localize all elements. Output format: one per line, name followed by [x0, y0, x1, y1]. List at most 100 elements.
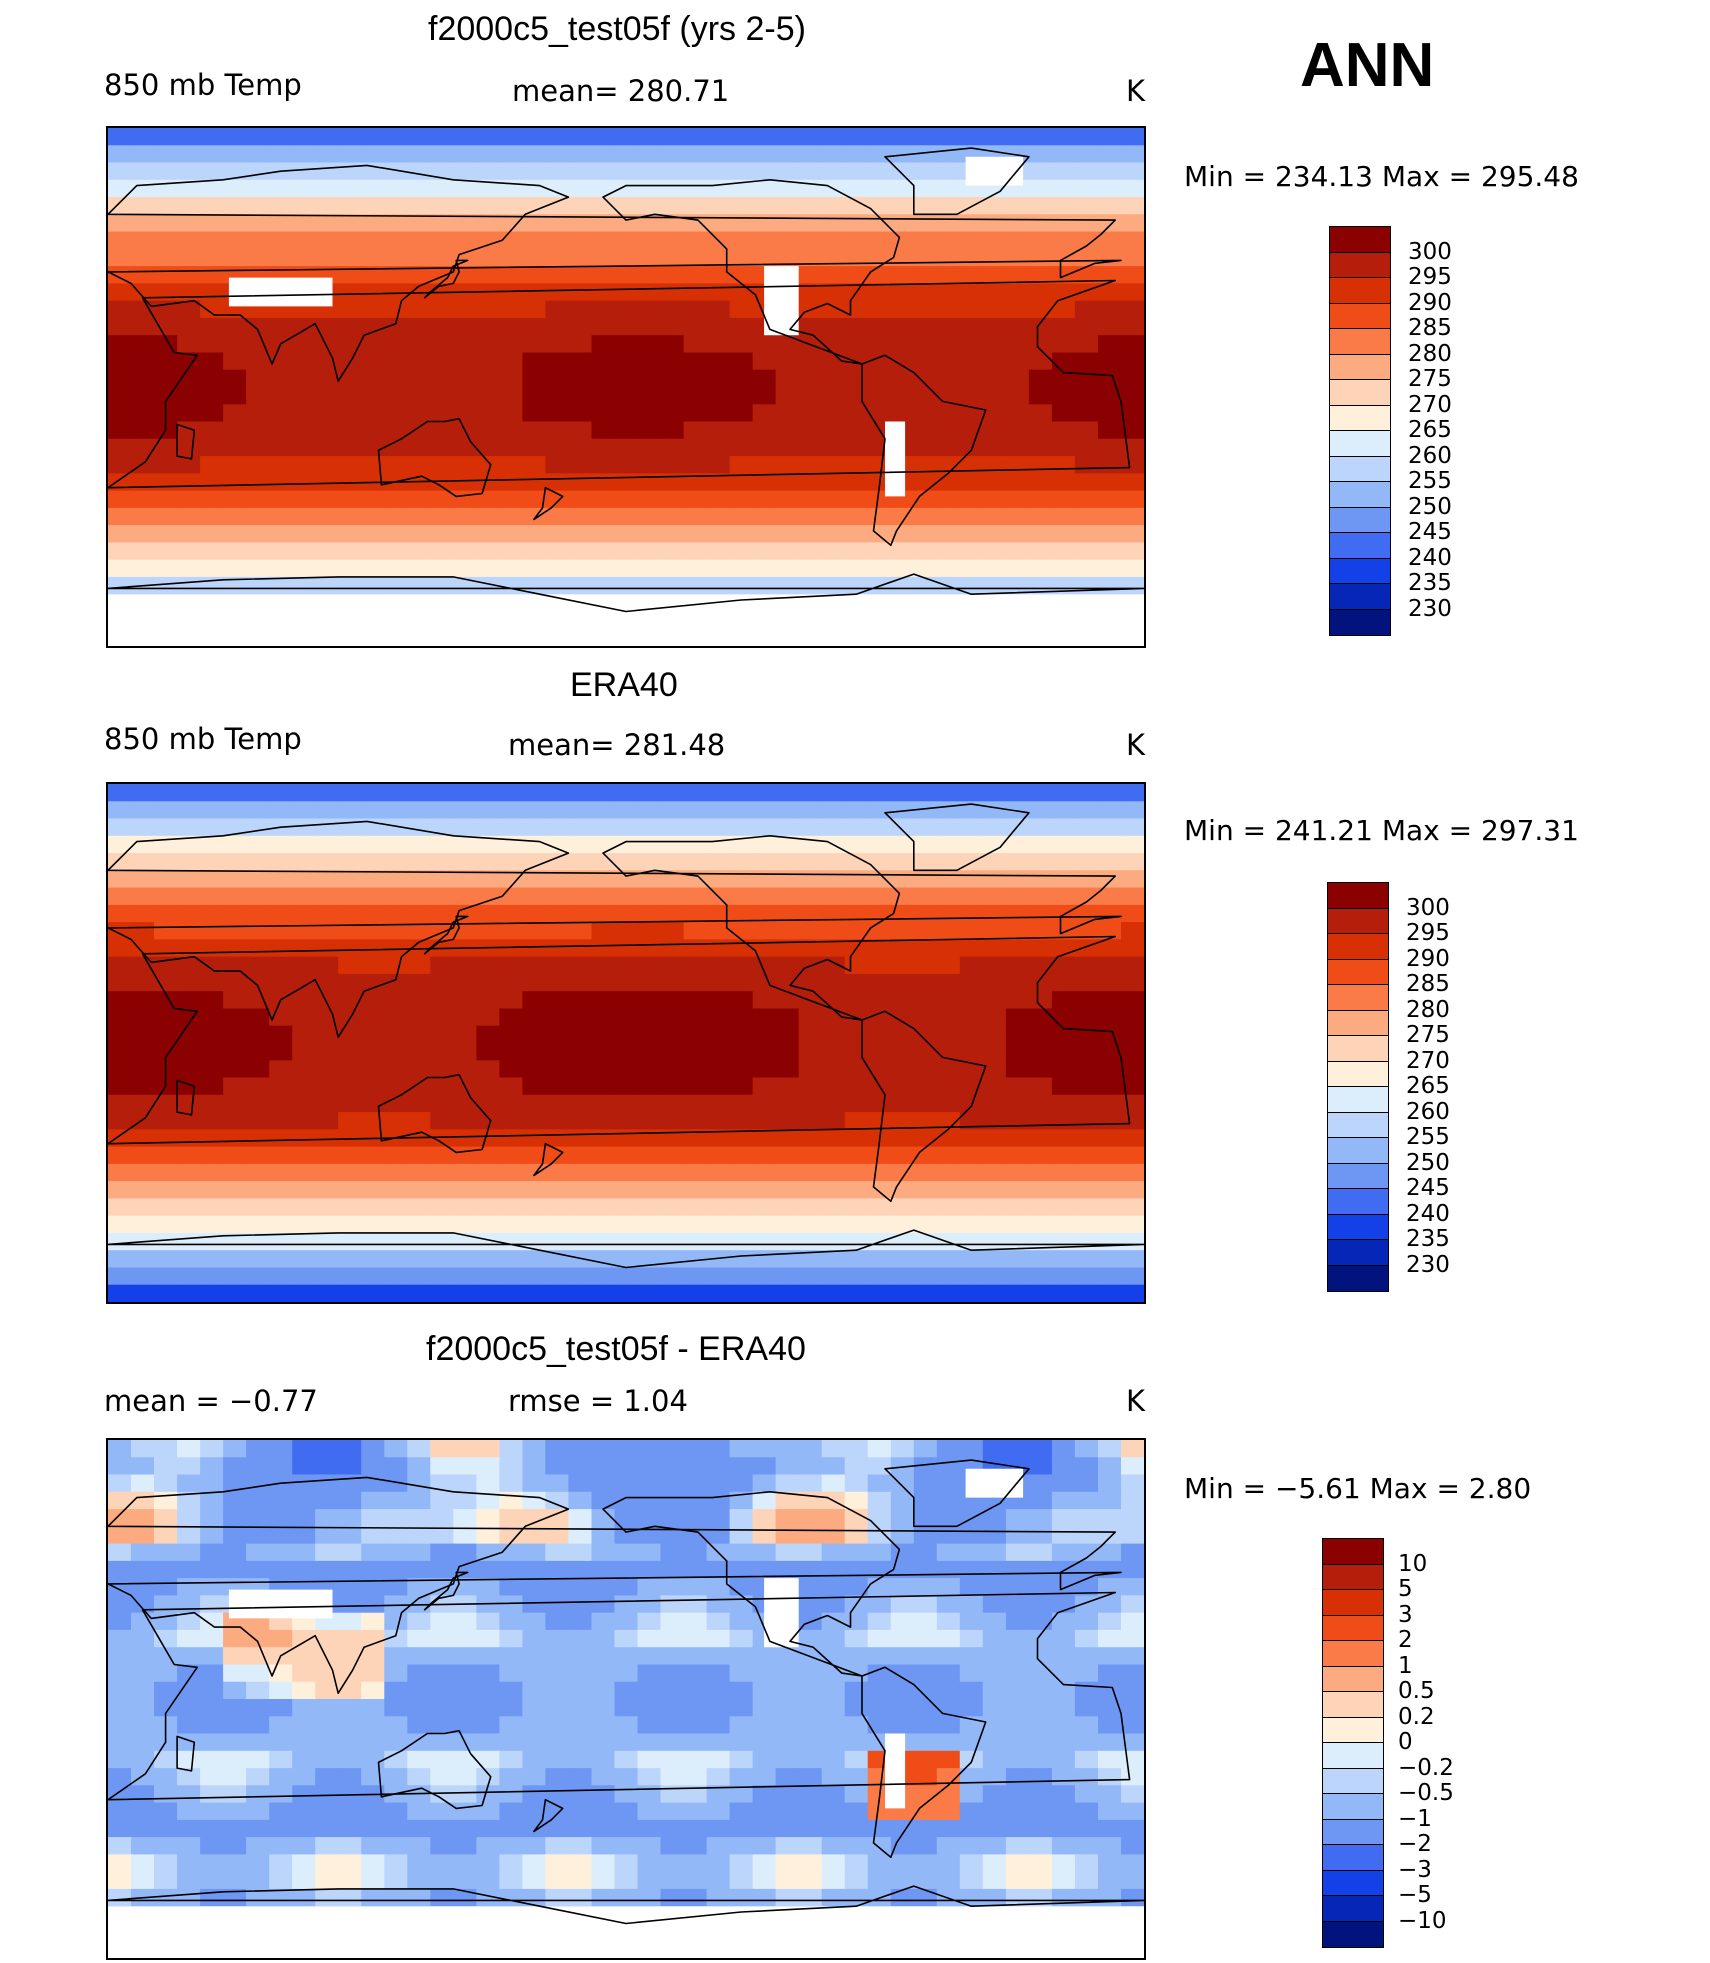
colorbar-level-label: 245 [1406, 1175, 1450, 1201]
colorbar-level-label: −0.5 [1398, 1780, 1454, 1806]
season-label: ANN [1300, 31, 1435, 100]
colorbar-level-label: 260 [1406, 1098, 1450, 1125]
colorbar-cell [1330, 354, 1390, 380]
colorbar-cell [1323, 1641, 1383, 1667]
colorbar-cell [1323, 1717, 1383, 1743]
colorbar-cell [1323, 1590, 1383, 1616]
colorbar-level-label: 265 [1406, 1073, 1450, 1099]
colorbar-level-label: 265 [1408, 417, 1452, 443]
colorbar-cell [1323, 1666, 1383, 1692]
panel-1-colorbar [1329, 226, 1391, 636]
panel-3-colorbar [1322, 1538, 1384, 1948]
colorbar-level-label: 295 [1408, 264, 1452, 290]
panel-2-minmax: Min = 241.21 Max = 297.31 [1184, 814, 1579, 847]
colorbar-cell [1328, 1112, 1388, 1138]
colorbar-level-label: 235 [1406, 1226, 1450, 1252]
panel-3-title: f2000c5_test05f - ERA40 [426, 1330, 806, 1368]
colorbar-level-label: −3 [1398, 1856, 1432, 1883]
colorbar-cell [1330, 431, 1390, 457]
colorbar-cell [1330, 303, 1390, 329]
colorbar-level-label: 245 [1408, 519, 1452, 545]
colorbar-cell [1328, 959, 1388, 985]
colorbar-level-label: 290 [1406, 945, 1450, 972]
colorbar-level-label: 1 [1398, 1652, 1413, 1679]
colorbar-level-label: 240 [1408, 544, 1452, 571]
temperature-field-map-model [108, 128, 1144, 646]
colorbar-level-label: 5 [1398, 1576, 1413, 1602]
colorbar-level-label: 280 [1406, 996, 1450, 1023]
panel-1-minmax: Min = 234.13 Max = 295.48 [1184, 160, 1579, 193]
colorbar-level-label: −0.2 [1398, 1754, 1454, 1781]
colorbar-cell [1323, 1564, 1383, 1590]
colorbar-cell [1330, 558, 1390, 584]
colorbar-cell [1328, 908, 1388, 934]
panel-1-units: K [1126, 74, 1146, 108]
colorbar-cell [1330, 380, 1390, 406]
panel-2-variable: 850 mb Temp [104, 722, 302, 756]
colorbar-cell [1323, 1768, 1383, 1794]
panel-3-mean: mean = −0.77 [104, 1384, 318, 1418]
colorbar-level-label: 300 [1406, 894, 1450, 921]
panel-3-map [106, 1438, 1146, 1960]
colorbar-cell [1323, 1921, 1383, 1947]
colorbar-cell [1328, 985, 1388, 1011]
colorbar-cell [1323, 1870, 1383, 1896]
colorbar-level-label: −5 [1398, 1882, 1432, 1908]
colorbar-level-label: 275 [1408, 366, 1452, 392]
colorbar-level-label: 0.5 [1398, 1678, 1435, 1704]
panel-3-rmse: rmse = 1.04 [508, 1384, 688, 1418]
colorbar-cell [1330, 507, 1390, 533]
colorbar-level-label: 270 [1406, 1047, 1450, 1074]
colorbar-cell [1330, 278, 1390, 304]
colorbar-level-label: 275 [1406, 1022, 1450, 1048]
colorbar-level-label: −1 [1398, 1805, 1432, 1832]
colorbar-level-label: 235 [1408, 570, 1452, 596]
colorbar-cell [1323, 1819, 1383, 1845]
panel-3-units: K [1126, 1384, 1146, 1418]
colorbar-cell [1328, 1214, 1388, 1240]
colorbar-level-label: 250 [1406, 1149, 1450, 1176]
colorbar-level-label: 230 [1406, 1251, 1450, 1278]
colorbar-cell [1328, 1265, 1388, 1291]
colorbar-level-label: 0.2 [1398, 1703, 1435, 1730]
colorbar-level-label: 270 [1408, 391, 1452, 418]
panel-3-minmax: Min = −5.61 Max = 2.80 [1184, 1472, 1532, 1505]
colorbar-cell [1323, 1845, 1383, 1871]
panel-1-mean: mean= 280.71 [512, 74, 730, 108]
panel-1-map [106, 126, 1146, 648]
colorbar-cell [1330, 533, 1390, 559]
colorbar-cell [1328, 1087, 1388, 1113]
colorbar-cell [1323, 1692, 1383, 1718]
colorbar-level-label: 240 [1406, 1200, 1450, 1227]
colorbar-cell [1328, 1138, 1388, 1164]
colorbar-level-label: 230 [1408, 595, 1452, 622]
colorbar-cell [1328, 1163, 1388, 1189]
colorbar-level-label: 290 [1408, 289, 1452, 316]
colorbar-level-label: 295 [1406, 920, 1450, 946]
colorbar-level-label: 255 [1408, 468, 1452, 494]
colorbar-level-label: 285 [1406, 971, 1450, 997]
colorbar-level-label: 3 [1398, 1601, 1413, 1628]
colorbar-level-label: 285 [1408, 315, 1452, 341]
panel-2-units: K [1126, 728, 1146, 762]
colorbar-cell [1330, 609, 1390, 635]
colorbar-cell [1323, 1539, 1383, 1565]
colorbar-cell [1330, 456, 1390, 482]
colorbar-level-label: 300 [1408, 238, 1452, 265]
colorbar-cell [1330, 405, 1390, 431]
colorbar-cell [1323, 1615, 1383, 1641]
colorbar-cell [1328, 1036, 1388, 1062]
colorbar-level-label: 255 [1406, 1124, 1450, 1150]
colorbar-level-label: 260 [1408, 442, 1452, 469]
panel-1-title: f2000c5_test05f (yrs 2-5) [428, 10, 806, 48]
colorbar-cell [1328, 1061, 1388, 1087]
colorbar-cell [1328, 1010, 1388, 1036]
colorbar-cell [1323, 1896, 1383, 1922]
panel-2-title: ERA40 [570, 666, 678, 704]
colorbar-level-label: 0 [1398, 1729, 1413, 1755]
panel-2-map [106, 782, 1146, 1304]
difference-field-map [108, 1440, 1144, 1958]
colorbar-cell [1330, 252, 1390, 278]
colorbar-cell [1328, 1240, 1388, 1266]
colorbar-cell [1328, 883, 1388, 909]
